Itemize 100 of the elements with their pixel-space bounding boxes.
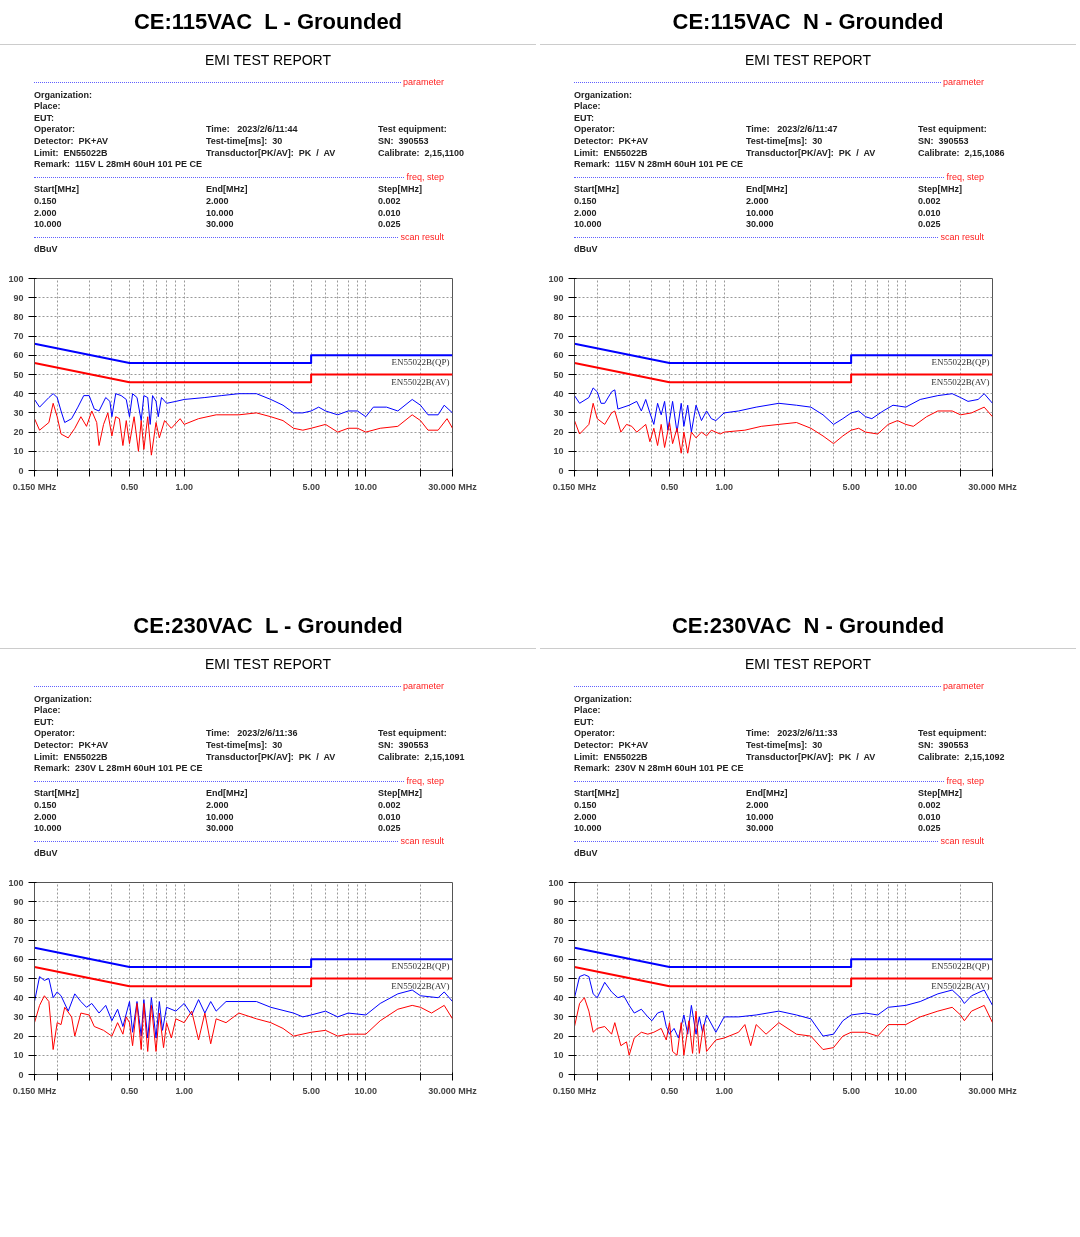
y-tick-label: 80 [553,311,564,322]
y-tick-label: 10 [553,1050,564,1061]
text: Calibrate: 2,15,1100 [378,147,465,160]
text: 2.000 [574,207,598,220]
text: 30.000 [746,823,775,835]
text: Place: [574,705,602,717]
text: 0.002 [918,799,942,812]
x-tick-label: 30.000 MHz [968,1085,1018,1096]
text: Test-time[ms]: 30 [746,739,824,752]
text: freq, step [406,775,444,788]
x-tick-label: 1.00 [175,1085,193,1096]
x-tick-label: 5.00 [842,481,860,492]
y-tick-label: 50 [13,369,24,380]
text: 2.000 [34,207,58,220]
y-tick-label: 80 [13,915,24,926]
y-tick-label: 20 [13,1031,24,1042]
x-tick-label: 30.000 MHz [428,1085,478,1096]
chart-title: CE:230VAC N - Grounded [540,604,1076,650]
text: 0.150 [574,799,598,812]
text: Step[MHz] [918,184,963,196]
y-tick-label: 40 [553,992,564,1003]
y-tick-label: 100 [548,877,564,888]
text: Start[MHz] [574,184,620,196]
y-tick-label: 40 [553,388,564,399]
text: Start[MHz] [34,788,80,800]
x-tick-label: 1.00 [175,481,193,492]
x-tick-label: 0.50 [120,481,139,492]
text: Time: 2023/2/6/11:36 [206,728,299,740]
text: Operator: [34,728,76,740]
text: Test-time[ms]: 30 [206,739,284,752]
text: Detector: PK+AV [574,739,650,752]
text: parameter [402,77,444,89]
text: 0.150 [574,195,598,208]
x-tick-label: 0.150 MHz [12,1085,57,1096]
y-tick-label: 70 [553,331,564,342]
x-tick-label: 5.00 [842,1085,860,1096]
x-tick-label: 5.00 [302,1085,320,1096]
text: 0.150 [34,799,58,812]
text: Test equipment: [918,124,988,136]
text: 0.010 [378,207,402,220]
text: Calibrate: 2,15,1092 [918,751,1005,764]
y-tick-label: 90 [13,292,24,303]
y-tick-label: 50 [553,973,564,984]
y-tick-label: 30 [553,407,564,418]
text: 2.000 [746,195,770,208]
series-label: EN55022B(AV) [391,980,450,991]
text: scan result [940,835,984,848]
x-tick-label: 0.50 [120,1085,139,1096]
chart-title: CE:115VAC L - Grounded [0,0,536,46]
text: 10.000 [746,811,775,824]
text: Test equipment: [378,124,448,136]
text: Limit: EN55022B [574,751,649,764]
y-tick-label: 30 [13,1011,24,1022]
text: 0.010 [918,207,942,220]
y-tick-label: 100 [8,273,24,284]
y-tick-label: 80 [13,311,24,322]
y-tick-label: 60 [553,954,564,965]
text: SN: 390553 [918,135,970,148]
text: Test equipment: [378,728,448,740]
text: Transductor[PK/AV]: PK / AV [206,751,337,764]
text: 10.000 [206,811,235,824]
x-tick-label: 5.00 [302,481,320,492]
text: Time: 2023/2/6/11:33 [746,728,839,740]
text: End[MHz] [746,788,789,800]
text: EUT: [574,112,595,125]
y-tick-label: 10 [13,1050,24,1061]
text: Limit: EN55022B [34,147,109,160]
text: 2.000 [34,811,58,824]
y-axis-title: dBuV [574,244,599,256]
text: Test equipment: [918,728,988,740]
y-axis-title: dBuV [574,848,599,860]
y-tick-label: 0 [558,1069,564,1080]
text: Organization: [34,89,93,102]
y-tick-label: 30 [13,407,24,418]
y-tick-label: 30 [553,1011,564,1022]
y-tick-label: 0 [558,465,564,476]
x-tick-label: 30.000 MHz [428,481,478,492]
y-axis-title: dBuV [34,244,59,256]
text: scan result [400,231,444,244]
text: EUT: [574,716,595,729]
x-tick-label: 0.50 [660,481,679,492]
x-tick-label: 1.00 [715,481,733,492]
chart-title: CE:115VAC N - Grounded [540,0,1076,46]
text: Detector: PK+AV [34,739,110,752]
text: 2.000 [574,811,598,824]
text: Step[MHz] [378,184,423,196]
y-tick-label: 60 [553,350,564,361]
y-tick-label: 90 [13,896,24,907]
text: Time: 2023/2/6/11:44 [206,124,299,136]
text: EUT: [34,716,55,729]
text: Operator: [34,124,76,136]
chart-title: CE:230VAC L - Grounded [0,604,536,650]
y-tick-label: 0 [18,1069,24,1080]
text: parameter [942,77,984,89]
x-tick-label: 1.00 [715,1085,733,1096]
text: Start[MHz] [574,788,620,800]
text: 0.002 [378,799,402,812]
text: Organization: [574,693,633,706]
chart-subtitle: EMI TEST REPORT [204,655,332,674]
chart-subtitle: EMI TEST REPORT [204,51,332,70]
